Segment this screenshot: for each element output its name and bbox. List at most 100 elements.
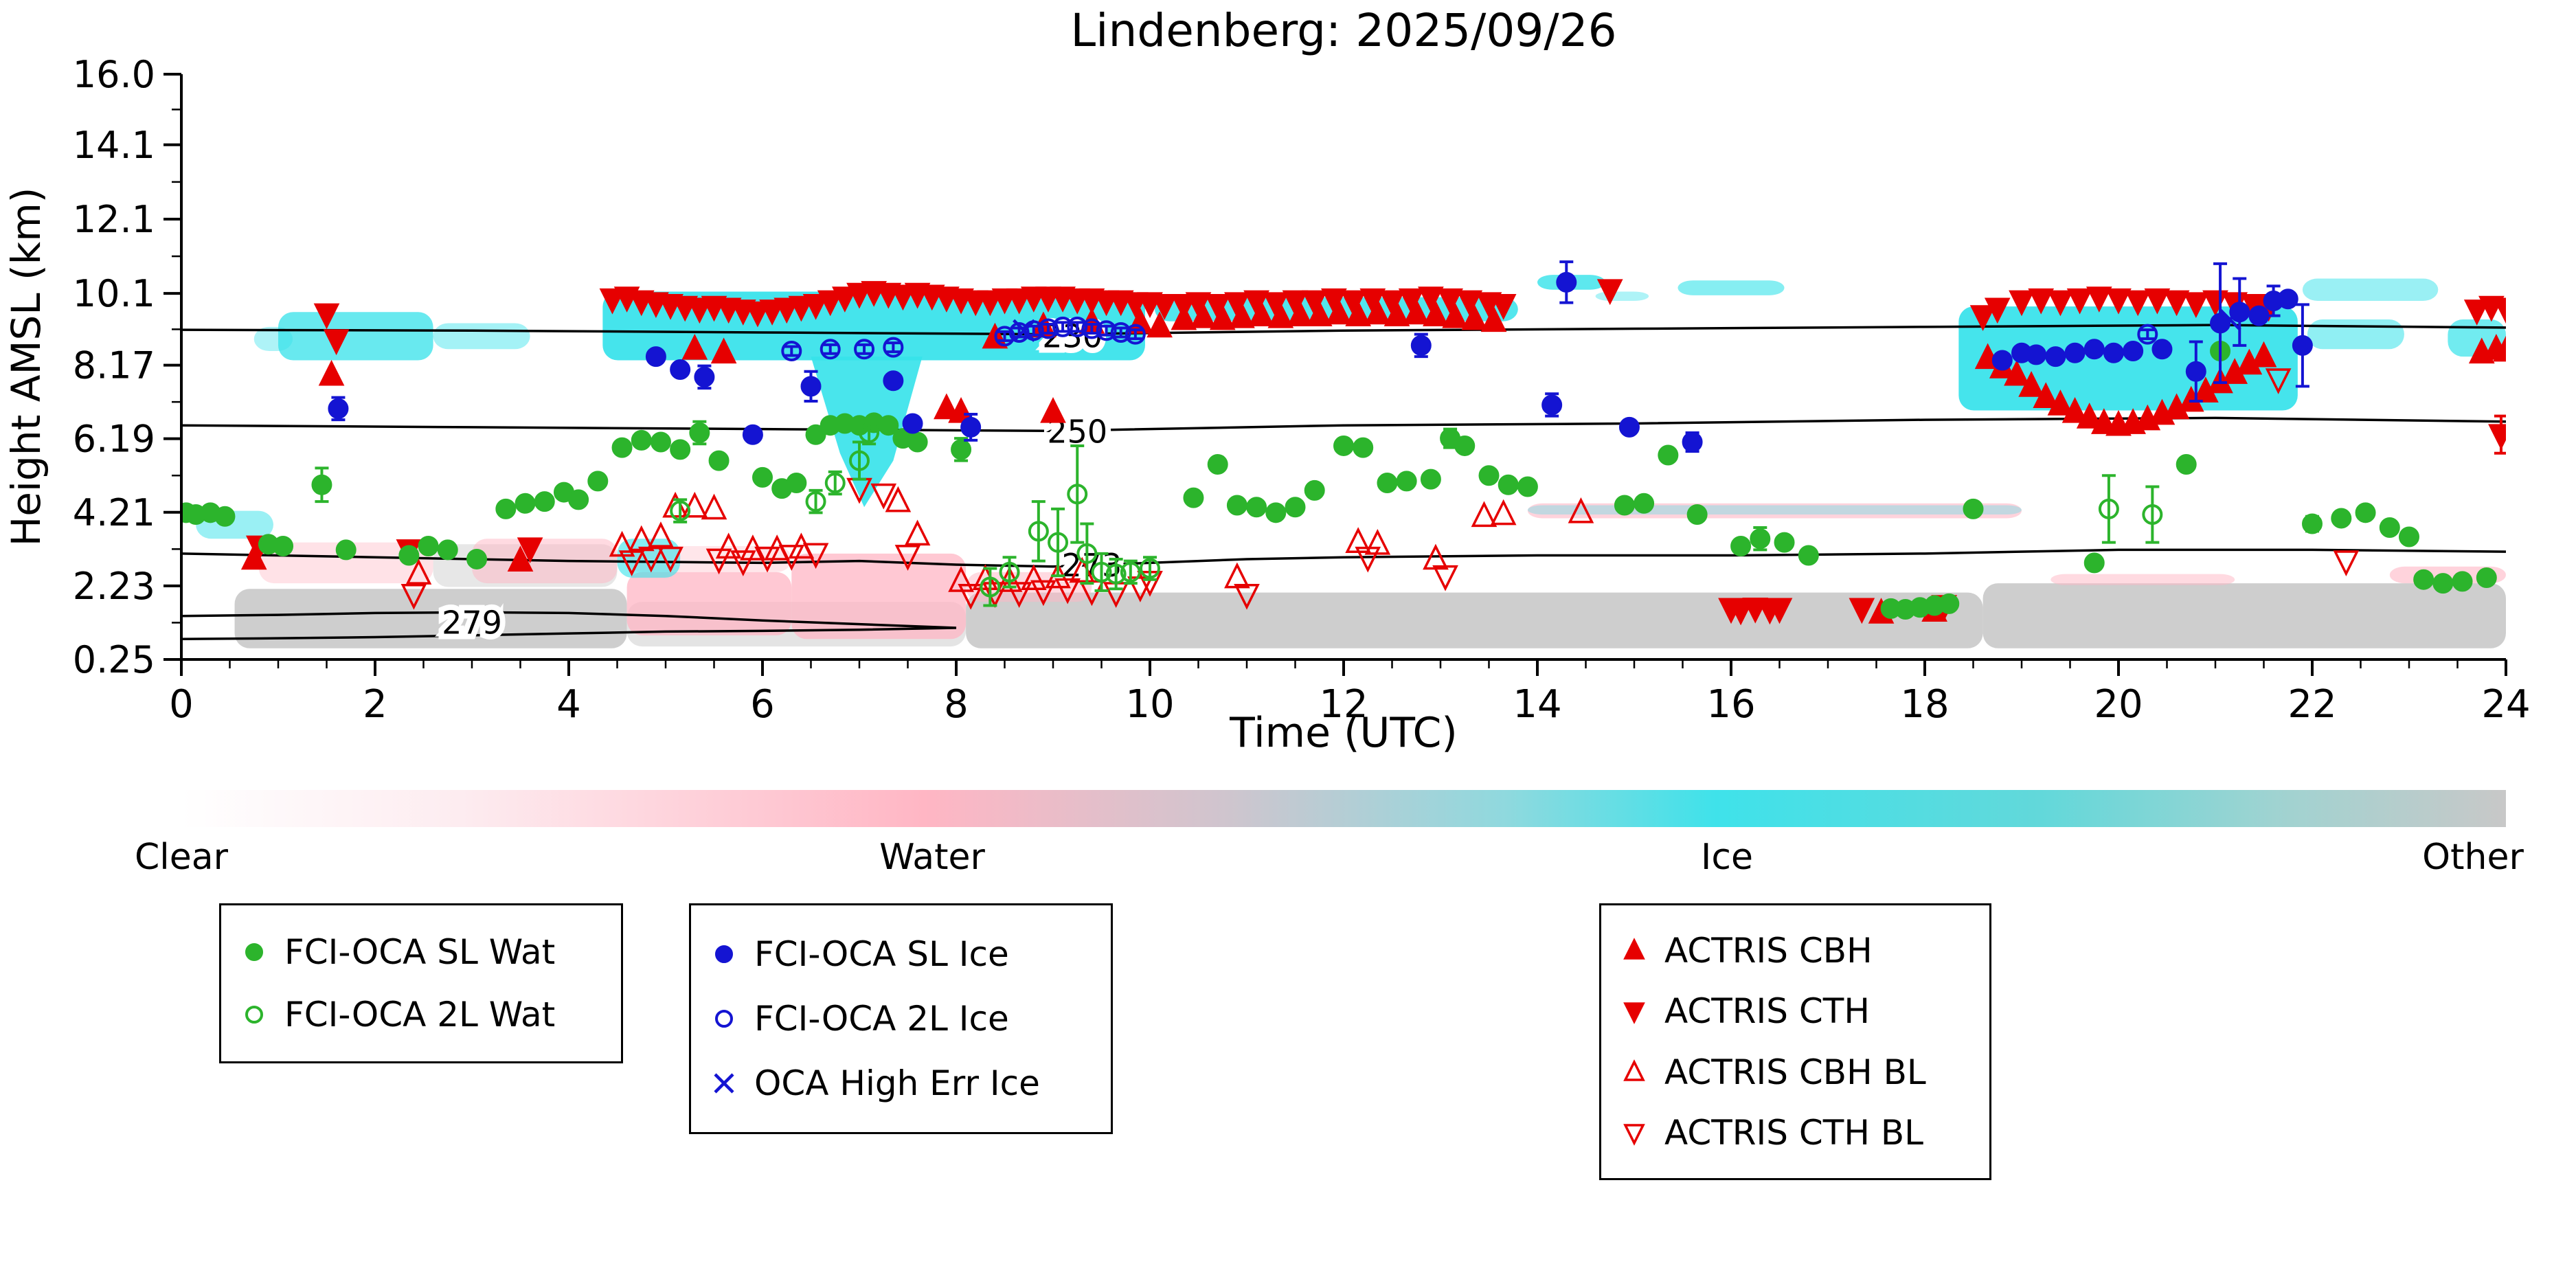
colorbar-gradient bbox=[181, 790, 2506, 827]
circle-marker bbox=[1396, 471, 1417, 492]
series-fci-oca-sl-wat bbox=[181, 341, 2497, 620]
x-tick-label: 22 bbox=[2287, 682, 2336, 727]
triangle-up-marker bbox=[934, 393, 960, 420]
circle-marker bbox=[752, 466, 773, 488]
circle-marker bbox=[2432, 573, 2454, 594]
circle-marker bbox=[1067, 484, 1088, 505]
legend-item-label: ACTRIS CTH bbox=[1664, 991, 1870, 1032]
triangle-down-marker bbox=[2488, 424, 2506, 451]
circle-marker bbox=[2142, 504, 2163, 526]
triangle-down-marker bbox=[977, 290, 1004, 317]
circle-marker bbox=[631, 429, 652, 451]
triangle-down-marker bbox=[773, 297, 800, 324]
circle-marker bbox=[2064, 342, 2086, 363]
legend-item: ACTRIS CTH BL bbox=[1619, 1113, 1982, 1153]
circle-marker bbox=[1991, 350, 2013, 371]
circle-marker bbox=[1096, 320, 1117, 341]
triangle-down-marker bbox=[2047, 290, 2074, 317]
circle-marker bbox=[849, 450, 870, 471]
legend-item: FCI-OCA 2L Ice bbox=[709, 999, 1104, 1039]
circle-marker bbox=[515, 493, 536, 514]
region-ice bbox=[1677, 280, 1785, 295]
legend-item: FCI-OCA SL Ice bbox=[709, 934, 1104, 974]
legend-item: ACTRIS CBH bbox=[1619, 931, 1982, 971]
triangle-up-marker bbox=[1224, 562, 1250, 589]
triangle-down-marker bbox=[1398, 288, 1425, 315]
region-water bbox=[626, 572, 792, 635]
circle-marker bbox=[1081, 318, 1103, 339]
contour-line-279 bbox=[181, 611, 957, 640]
circle-marker bbox=[883, 337, 904, 358]
triangle-down-marker bbox=[1984, 297, 2011, 324]
triangle-down-marker bbox=[754, 546, 780, 573]
circle-marker bbox=[2379, 517, 2400, 538]
triangle-down-marker bbox=[1127, 576, 1153, 602]
circle-marker bbox=[1541, 394, 1563, 416]
circle-marker bbox=[820, 339, 841, 360]
circle-marker bbox=[2151, 339, 2173, 360]
circle-marker bbox=[2103, 342, 2124, 363]
circle-marker bbox=[1052, 316, 1074, 337]
circle-marker bbox=[1478, 465, 1500, 486]
circle-marker bbox=[999, 561, 1020, 583]
colorbar-label-ice: Ice bbox=[1701, 837, 1753, 878]
circle-marker bbox=[670, 500, 691, 521]
circle-marker bbox=[2045, 346, 2066, 368]
colorbar-label-clear: Clear bbox=[135, 837, 228, 878]
circle-marker bbox=[1285, 497, 1306, 518]
triangle-down-marker bbox=[1355, 546, 1381, 573]
circle-marker bbox=[2123, 341, 2144, 362]
circle-marker bbox=[715, 1010, 733, 1028]
circle-marker bbox=[495, 498, 517, 519]
legend-item-label: ACTRIS CBH BL bbox=[1664, 1052, 1926, 1092]
circle-marker bbox=[1798, 545, 1819, 566]
circle-marker bbox=[1125, 324, 1146, 345]
axes: 0 2 4 6 8 10 12 14 16 18 20 22 240.252.234.216.198.1… bbox=[73, 53, 2531, 727]
circle-marker bbox=[1420, 468, 1441, 490]
triangle-up-marker bbox=[885, 486, 912, 512]
circle-marker bbox=[1304, 479, 1325, 501]
triangle-down-marker bbox=[2182, 292, 2209, 318]
triangle-up-marker bbox=[507, 545, 534, 572]
circle-marker bbox=[1120, 561, 1141, 583]
triangle-down-marker bbox=[657, 546, 683, 573]
circle-marker bbox=[1140, 558, 1160, 579]
triangle-down-marker bbox=[817, 290, 844, 317]
triangle-down-marker bbox=[1418, 286, 1444, 313]
circle-marker bbox=[1682, 431, 1703, 453]
circle-marker bbox=[1265, 502, 1287, 523]
legend-box-water: FCI-OCA SL Wat FCI-OCA 2L Wat bbox=[219, 903, 623, 1063]
circle-marker bbox=[1037, 318, 1059, 339]
triangle-down-marker bbox=[2144, 288, 2171, 315]
circle-marker bbox=[1686, 504, 1708, 526]
triangle-down-marker bbox=[890, 284, 916, 311]
circle-marker bbox=[1110, 321, 1131, 343]
triangle-up-marker bbox=[1461, 304, 1488, 330]
circle-marker bbox=[2098, 498, 2119, 519]
series-fci-oca-2l-wat bbox=[670, 420, 2163, 607]
triangle-up-marker bbox=[681, 333, 708, 360]
circle-marker bbox=[800, 376, 822, 397]
x-legend-icon bbox=[714, 1073, 734, 1094]
triangle-down-marker bbox=[745, 301, 771, 328]
contour-label-279: 279 bbox=[442, 604, 502, 641]
triangle-up-marker bbox=[1146, 311, 1173, 338]
contour-line-230 bbox=[181, 324, 2506, 336]
triangle-down-marker bbox=[1006, 288, 1032, 315]
circle-marker bbox=[1067, 316, 1088, 337]
circle-marker bbox=[670, 359, 691, 381]
circle-marker bbox=[1517, 476, 1538, 497]
circle-marker bbox=[2292, 335, 2313, 356]
series-actris-cbh bbox=[240, 298, 2506, 624]
circle-marker bbox=[1353, 437, 1374, 458]
triangle-up-marker bbox=[2061, 396, 2088, 423]
triangle-up-marker bbox=[710, 337, 737, 364]
circle-marker bbox=[1454, 435, 1476, 456]
legend-item-label: ACTRIS CBH bbox=[1664, 930, 1873, 971]
y-tick-label: 14.1 bbox=[73, 124, 155, 167]
y-tick-label: 10.1 bbox=[73, 272, 155, 315]
circle-marker bbox=[2026, 344, 2047, 365]
triangle-down-marker bbox=[1623, 1002, 1645, 1025]
x-tick-label: 6 bbox=[750, 682, 775, 727]
triangle-down-marker bbox=[1078, 580, 1105, 607]
